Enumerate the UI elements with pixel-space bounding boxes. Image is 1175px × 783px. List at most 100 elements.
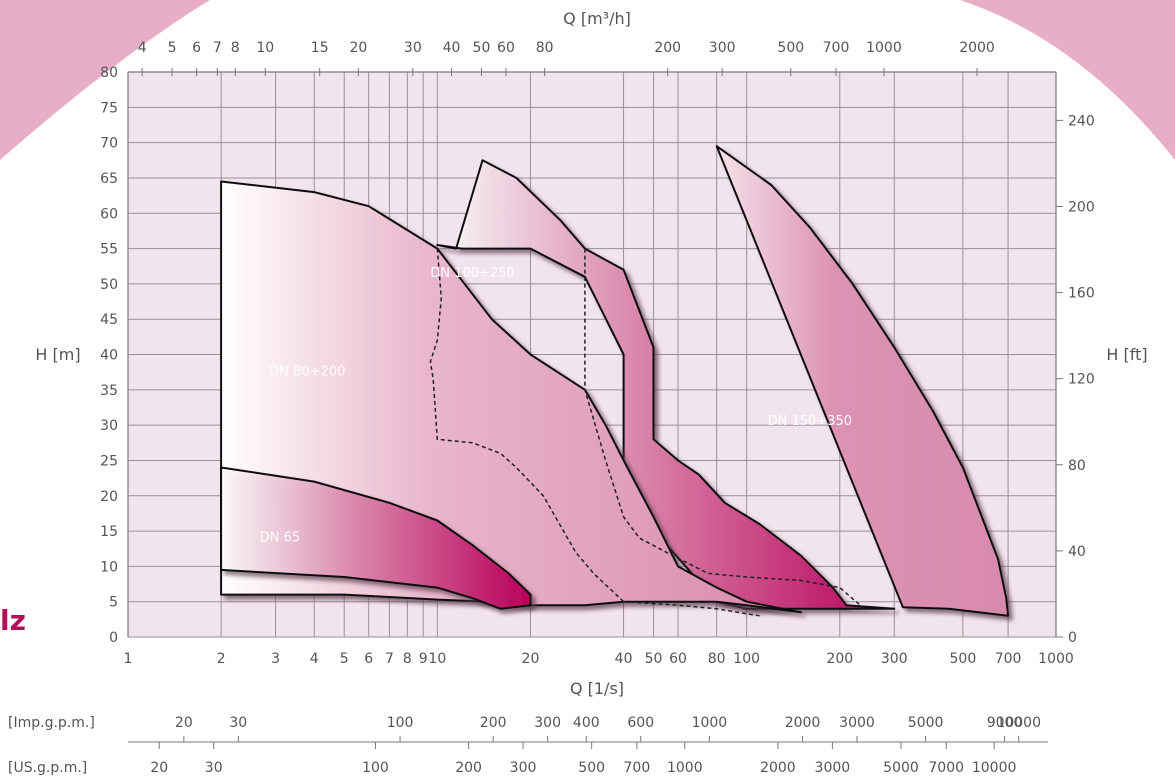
top-tick-label: 15 [311,40,329,56]
imp-gpm-tick-label: 600 [627,715,654,731]
y-tick-label: 65 [100,171,118,187]
y-tick-label: 45 [100,312,118,328]
top-tick-label: 40 [443,40,461,56]
x-tick-label: 3 [271,651,280,667]
right-tick-label: 40 [1068,544,1086,560]
imp-gpm-tick-label: 400 [573,715,600,731]
top-tick-label: 10 [256,40,274,56]
imp-gpm-tick-label: 30 [229,715,247,731]
right-axis-title: H [ft] [1106,345,1147,364]
right-tick-label: 120 [1068,372,1095,388]
y-tick-label: 55 [100,242,118,258]
y-tick-label: 75 [100,100,118,116]
y-tick-label: 50 [100,277,118,293]
imp-gpm-tick-label: 300 [534,715,561,731]
y-tick-label: 35 [100,383,118,399]
top-tick-label: 500 [777,40,804,56]
region-dn-100-250 [436,159,896,610]
top-tick-label: 1000 [866,40,902,56]
imp-gpm-tick-label: 200 [480,715,507,731]
top-tick-label: 6 [192,40,201,56]
region-label: DN 100÷250 [430,266,514,281]
imp-gpm-tick-label: 20 [175,715,193,731]
us-gpm-tick-label: 10000 [972,760,1017,776]
top-tick-label: 20 [349,40,367,56]
regions: DN 150÷350 DN 100÷250 DN 80÷200 DN 65 [220,145,1010,617]
brand-fragment: lz [0,604,26,637]
x-tick-label: 4 [310,651,319,667]
x-tick-label: 20 [522,651,540,667]
us-gpm-tick-label: 500 [578,760,605,776]
right-tick-label: 80 [1068,458,1086,474]
x-tick-label: 5 [340,651,349,667]
x-tick-label: 700 [995,651,1022,667]
left-axis-title: H [m] [35,345,80,364]
x-tick-label: 7 [385,651,394,667]
region-dn-150-350 [715,145,1010,617]
us-gpm-tick-label: 20 [150,760,168,776]
region-dn-65 [220,466,532,610]
region-label: DN 65 [260,531,300,546]
right-tick-label: 160 [1068,286,1095,302]
y-tick-label: 40 [100,348,118,364]
top-tick-label: 200 [654,40,681,56]
x-tick-label: 60 [669,651,687,667]
us-gpm-tick-label: 1000 [667,760,703,776]
x-tick-label: 300 [881,651,908,667]
dashed-boundary-3 [623,600,760,617]
corner-decoration-left [0,0,210,160]
us-gpm-label: [US.g.p.m.] [8,760,87,776]
x-tick-label: 8 [403,651,412,667]
imp-gpm-tick-label: 5000 [908,715,944,731]
imp-gpm-label: [Imp.g.p.m.] [8,715,95,731]
top-tick-label: 2000 [959,40,995,56]
bottom-axis-title: Q [1/s] [570,679,624,698]
y-tick-label: 20 [100,489,118,505]
imp-gpm-tick-label: 3000 [839,715,875,731]
y-tick-label: 60 [100,206,118,222]
x-tick-label: 100 [733,651,760,667]
us-gpm-tick-label: 7000 [928,760,964,776]
x-tick-label: 80 [708,651,726,667]
us-gpm-tick-label: 100 [362,760,389,776]
y-tick-label: 15 [100,524,118,540]
top-tick-label: 60 [497,40,515,56]
us-gpm-tick-label: 5000 [883,760,919,776]
right-tick-label: 240 [1068,113,1095,129]
x-tick-label: 40 [615,651,633,667]
us-gpm-tick-label: 2000 [760,760,796,776]
imp-gpm-tick-label: 9000 [987,715,1023,731]
imp-gpm-tick-label: 1000 [692,715,728,731]
x-tick-label: 6 [364,651,373,667]
top-tick-label: 8 [231,40,240,56]
top-tick-label: 50 [473,40,491,56]
region-label: DN 150÷350 [768,414,852,429]
top-tick-label: 7 [213,40,222,56]
y-tick-label: 10 [100,559,118,575]
us-gpm-tick-label: 3000 [815,760,851,776]
us-gpm-tick-label: 300 [510,760,537,776]
top-tick-label: 700 [823,40,850,56]
x-tick-label: 2 [217,651,226,667]
x-tick-label: 9 [419,651,428,667]
axes: 1 2 3 4 5 6 7 8 9 10 20 40 50 60 80 100 200 300 500 700 1000… [100,40,1095,776]
y-tick-label: 5 [109,595,118,611]
x-tick-label: 10 [428,651,446,667]
imp-gpm-tick-label: 10000 [996,715,1041,731]
y-tick-label: 80 [100,65,118,81]
top-tick-label: 300 [709,40,736,56]
y-tick-label: 25 [100,453,118,469]
imp-gpm-tick-label: 2000 [785,715,821,731]
us-gpm-tick-label: 700 [624,760,651,776]
dashed-boundary-1 [429,248,625,603]
dashed-boundary-2 [584,248,865,610]
top-tick-label: 5 [168,40,177,56]
y-tick-label: 30 [100,418,118,434]
top-tick-label: 4 [138,40,147,56]
region-label: DN 80÷200 [269,365,345,380]
imp-gpm-tick-label: 100 [387,715,414,731]
x-tick-label: 500 [950,651,977,667]
x-tick-label: 1 [124,651,133,667]
top-axis-title: Q [m³/h] [563,9,631,28]
